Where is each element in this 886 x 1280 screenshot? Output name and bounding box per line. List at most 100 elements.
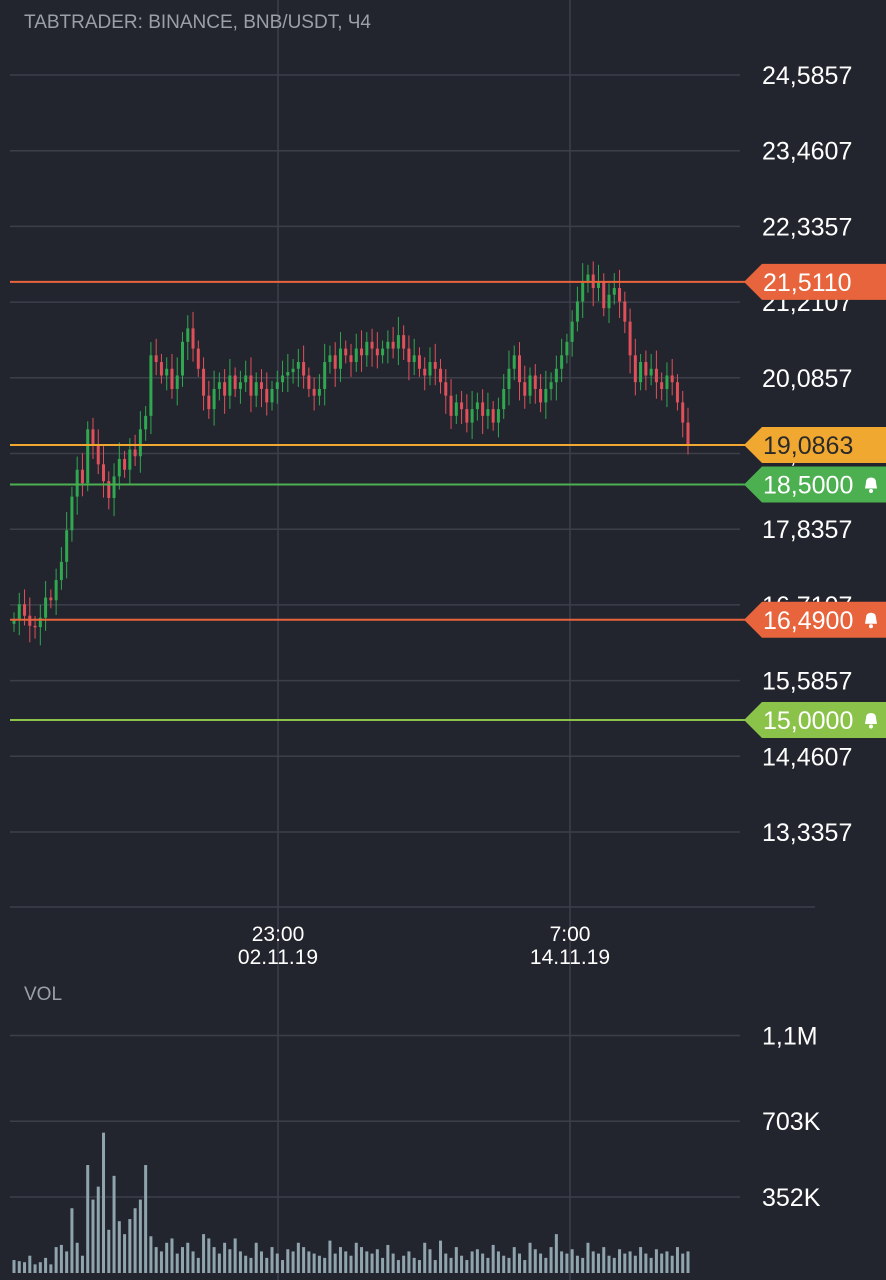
volume-bar [675,1247,679,1273]
candle-body [323,362,327,389]
candle-body [586,274,590,282]
volume-bar [49,1264,53,1273]
candle-body [386,341,390,349]
candle-body [259,382,263,389]
candle-body [223,382,227,396]
candle-body [33,625,37,628]
volume-bar [502,1255,506,1273]
volume-bar [539,1253,543,1273]
candle-body [470,409,474,423]
volume-bar [138,1199,142,1273]
volume-bar [654,1249,658,1273]
candle-body [70,496,74,531]
volume-bar [512,1247,516,1273]
candle-body [302,362,306,376]
candle-body [17,604,21,621]
volume-bar [633,1255,637,1273]
candle-body [217,382,221,389]
volume-bar [465,1260,469,1273]
svg-text:19,0863: 19,0863 [763,432,853,460]
volume-bar [575,1255,579,1273]
volume-bar [586,1242,590,1273]
candle-body [238,382,242,389]
price-tag[interactable]: 19,0863 [744,427,886,464]
volume-bar [33,1264,37,1273]
candle-body [402,335,406,349]
candle-body [349,355,353,363]
candle-body [375,348,379,356]
grid [10,0,815,1280]
candle-body [249,375,253,396]
candle-body [133,449,137,457]
candle-body [602,281,606,309]
volume-bar [639,1247,643,1273]
candle-body [554,368,558,383]
candle-body [449,395,453,416]
volume-bar [54,1247,58,1273]
candle-body [344,348,348,356]
volume-bar [486,1257,490,1273]
candle-body [212,388,216,410]
candle-body [618,288,622,302]
volume-bar [507,1257,511,1273]
candle-body [44,597,48,618]
volume-bar [123,1234,127,1273]
volume-bar [423,1242,427,1273]
candle-body [23,604,27,616]
price-alert-tag[interactable]: 16,4900 [744,601,886,638]
volume-tick-label: 352K [762,1184,821,1212]
candle-body [296,362,300,369]
candle-body [565,341,569,356]
volume-bar [623,1253,627,1273]
volume-bar [244,1255,248,1273]
candle-body [570,321,574,342]
candle-body [102,464,106,482]
price-tick-label: 17,8357 [762,516,852,544]
candle-body [581,281,585,302]
volume-bar [554,1234,558,1273]
volume-bar [117,1221,121,1273]
candle-body [144,415,148,430]
volume-bar [665,1251,669,1273]
volume-bar [670,1255,674,1273]
volume-bar [417,1260,421,1273]
candle-body [307,375,311,389]
volume-bar [207,1238,211,1273]
volume-bar [402,1255,406,1273]
volume-bar [475,1249,479,1273]
candle-body [354,348,358,363]
candle-body [12,620,16,624]
volume-bar [570,1249,574,1273]
candle-body [28,615,32,626]
volume-bar [644,1253,648,1273]
candle-body [317,388,321,396]
volume-bar [596,1253,600,1273]
volume-bar [323,1257,327,1273]
volume-bar [228,1249,232,1273]
candle-body [86,429,90,484]
volume-bar [80,1255,84,1273]
chart-title: TABTRADER: BINANCE, BNB/USDT, Ч4 [24,12,371,33]
volume-bar [149,1236,153,1273]
price-alert-tag[interactable]: 15,0000 [744,702,886,739]
volume-bar [128,1219,132,1273]
price-tag[interactable]: 21,5110 [744,263,886,300]
volume-bar [112,1175,116,1273]
volume-bar [91,1199,95,1273]
candle-body [612,288,616,295]
volume-bar [249,1257,253,1273]
volume-bar [102,1132,106,1273]
candle-body [65,530,69,562]
volume-bar [286,1249,290,1273]
candle-body [407,348,411,363]
volume-bar [391,1253,395,1273]
volume-bar [191,1251,195,1273]
candle-body [365,341,369,356]
price-alert-tag[interactable]: 18,5000 [744,466,886,503]
candle-body [539,388,543,403]
candle-body [202,368,206,396]
volume-bar [470,1251,474,1273]
volume-bar [70,1208,74,1273]
candle-body [686,422,690,445]
